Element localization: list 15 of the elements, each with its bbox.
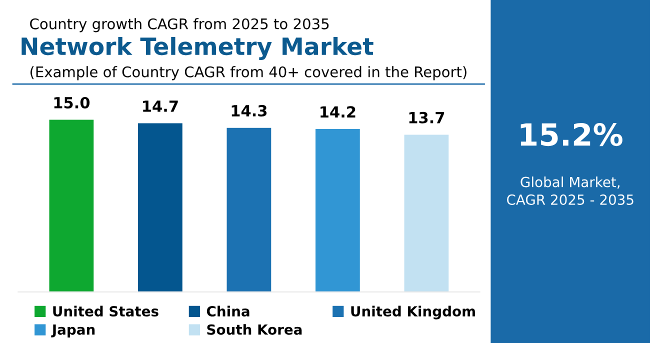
legend-label: United Kingdom	[351, 306, 475, 320]
text: Country growth CAGR from 2025 to 2035	[30, 18, 329, 32]
legend-label: China	[206, 306, 250, 317]
chart-subtitle: (Example of Country CAGR from 40+ covered in the Report)	[30, 66, 466, 80]
data-label: 13.7	[409, 112, 444, 124]
text: Global Market, CAGR 2025 - 2035	[506, 176, 634, 205]
data-label: 14.7	[143, 100, 178, 112]
chart-title: Network Telemetry Market	[22, 36, 374, 60]
legend-label: United States	[53, 306, 158, 317]
text: 15.2%	[520, 122, 622, 146]
legend-label: South Korea	[207, 324, 302, 335]
data-label: 14.3	[232, 104, 267, 117]
data-label: 15.0	[54, 96, 90, 109]
data-label: 14.2	[320, 106, 356, 118]
legend-label: Japan	[51, 324, 95, 338]
